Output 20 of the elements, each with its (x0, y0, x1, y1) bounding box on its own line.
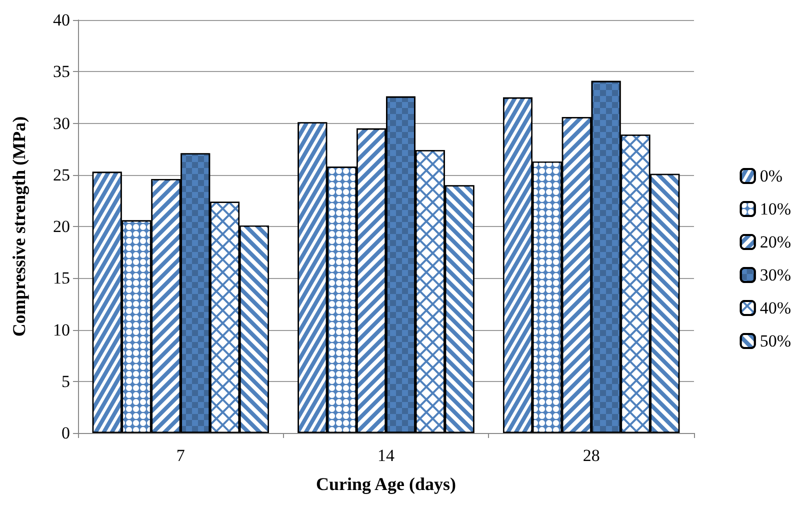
y-tick-label: 25 (53, 165, 70, 184)
legend-label: 40% (760, 298, 792, 318)
x-tick-label: 14 (378, 446, 395, 465)
y-tick-label: 15 (53, 268, 70, 288)
y-tick-label: 20 (53, 217, 70, 236)
y-tick-label: 5 (62, 372, 70, 391)
y-axis-title: Compressive strength (MPa) (9, 116, 29, 337)
legend-label: 20% (760, 232, 792, 252)
legend-label: 50% (760, 332, 792, 350)
legend-label: 10% (760, 200, 792, 218)
y-tick-label: 0 (62, 424, 70, 442)
x-tick-label: 7 (176, 446, 186, 465)
x-axis-title: Curing Age (days) (316, 474, 456, 494)
y-tick-label: 10 (53, 320, 70, 340)
y-tick-label: 30 (53, 114, 70, 133)
x-tick-label: 28 (582, 446, 600, 465)
legend-label: 30% (760, 266, 792, 284)
y-tick-label: 40 (53, 10, 70, 30)
y-tick-label: 35 (53, 62, 70, 82)
legend-label: 0% (760, 166, 783, 186)
